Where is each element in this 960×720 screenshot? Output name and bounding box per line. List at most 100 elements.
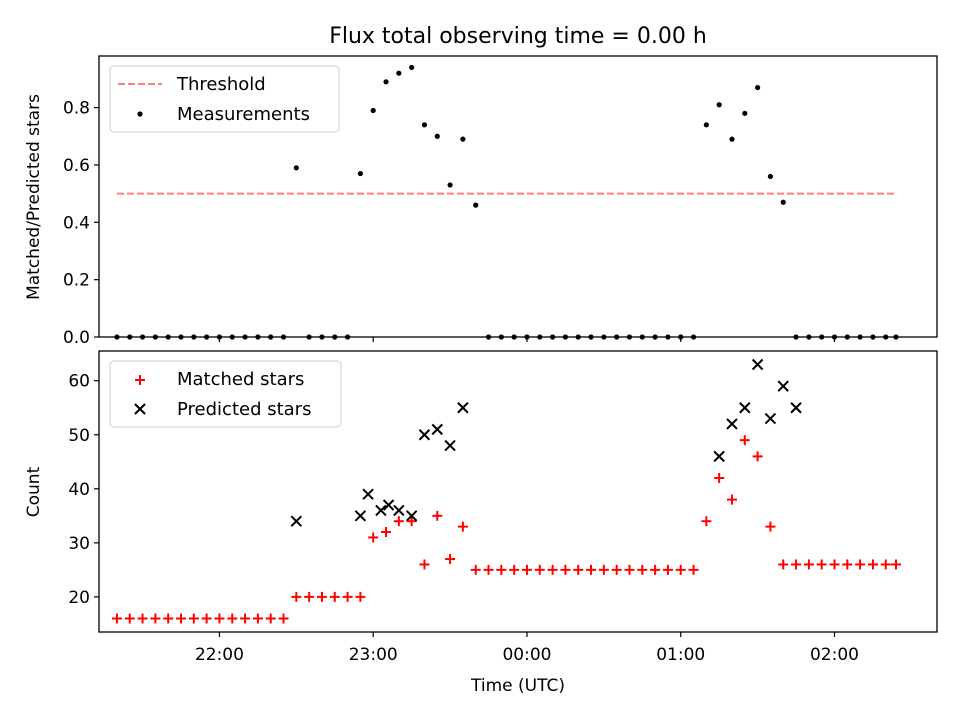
matched-star-point <box>457 521 468 532</box>
chart-title: Flux total observing time = 0.00 h <box>329 24 707 49</box>
top-y-axis-label: Matched/Predicted stars <box>24 94 44 300</box>
x-axis-label: Time (UTC) <box>470 676 565 696</box>
matched-star-point <box>124 613 135 624</box>
matched-star-point <box>188 613 199 624</box>
bottom-plot-area: 20 30 40 50 60 22:00 23:00 00:00 01:00 02:00 <box>68 358 901 665</box>
matched-star-point <box>714 472 725 483</box>
x-tick-label: 22:00 <box>195 645 244 665</box>
bottom-legend: Matched stars Predicted stars <box>109 360 342 428</box>
bottom-legend-box <box>109 360 342 428</box>
matched-star-point <box>470 564 481 575</box>
x-tick-label: 00:00 <box>502 645 551 665</box>
y-tick-label: 50 <box>68 426 90 446</box>
predicted-star-point <box>290 515 303 527</box>
matched-star-point <box>752 451 763 462</box>
predicted-star-point <box>354 510 367 522</box>
predicted-star-point <box>382 499 395 511</box>
predicted-star-point <box>726 418 738 430</box>
x-tick-label: 23:00 <box>349 645 398 665</box>
predicted-star-point <box>790 402 802 414</box>
matched-star-point <box>381 527 392 538</box>
measurement-point <box>716 102 722 108</box>
matched-star-point <box>890 559 901 570</box>
predicted-star-point <box>444 439 456 452</box>
bottom-plot-frame <box>98 350 938 633</box>
y-tick-label: 60 <box>68 372 90 392</box>
matched-star-point <box>111 613 122 624</box>
measurement-point <box>383 79 389 85</box>
matched-star-point <box>867 559 878 570</box>
measurement-point <box>396 70 402 76</box>
measurement-point <box>357 170 363 177</box>
matched-star-point <box>547 564 558 575</box>
matched-star-point <box>176 613 187 624</box>
measurement-point <box>780 199 786 205</box>
matched-star-point <box>880 559 891 570</box>
legend-measurements-swatch <box>137 111 143 117</box>
matched-star-point <box>829 559 840 570</box>
matched-star-point <box>534 564 545 575</box>
matched-star-point <box>483 564 494 575</box>
matched-star-point <box>432 510 443 521</box>
measurement-point <box>473 202 479 208</box>
matched-star-point <box>419 559 430 570</box>
matched-star-point <box>265 613 276 624</box>
matched-star-point <box>240 613 251 624</box>
matched-star-point <box>688 564 699 575</box>
matched-star-point <box>252 613 263 624</box>
predicted-star-point <box>405 510 418 522</box>
y-tick-label: 0.4 <box>63 213 90 233</box>
x-tick-label: 02:00 <box>810 645 859 665</box>
predicted-star-point <box>362 488 374 500</box>
matched-star-point <box>701 516 712 527</box>
predicted-star-point <box>393 504 405 517</box>
matched-star-point <box>637 564 648 575</box>
legend-measurements-label: Measurements <box>177 104 310 125</box>
matched-star-point <box>803 559 814 570</box>
matched-star-point <box>598 564 609 575</box>
matched-star-point <box>291 591 302 602</box>
top-legend: Threshold Measurements <box>109 65 340 133</box>
measurement-point <box>755 84 761 91</box>
predicted-star-point <box>457 402 469 414</box>
matched-star-point <box>521 564 532 575</box>
measurement-point <box>767 173 774 180</box>
measurement-point <box>447 182 453 188</box>
measurement-point <box>434 133 440 139</box>
measurement-point <box>729 136 735 142</box>
matched-star-point <box>227 613 238 624</box>
bottom-y-axis-label: Count <box>24 466 44 517</box>
measurement-point <box>293 165 299 171</box>
legend-matched-swatch <box>135 375 145 385</box>
matched-star-point <box>445 554 456 565</box>
top-plot-frame <box>98 55 938 338</box>
legend-predicted-swatch <box>134 403 146 415</box>
top-legend-box <box>109 65 340 133</box>
matched-star-point <box>509 564 520 575</box>
measurement-point <box>460 136 466 142</box>
measurement-point <box>409 64 415 71</box>
predicted-star-point <box>764 412 777 425</box>
matched-star-point <box>765 521 776 532</box>
matched-star-point <box>304 591 315 602</box>
matched-star-point <box>791 559 802 570</box>
measurement-point <box>742 110 748 116</box>
predicted-star-point <box>431 423 443 436</box>
predicted-star-point <box>751 358 764 371</box>
predicted-star-point <box>777 380 789 392</box>
measurement-point <box>421 122 428 128</box>
matched-star-point <box>586 564 597 575</box>
matched-star-point <box>163 613 174 624</box>
y-tick-label: 0.8 <box>63 99 90 119</box>
predicted-star-point <box>713 450 725 463</box>
matched-star-point <box>726 494 737 505</box>
matched-star-point <box>842 559 853 570</box>
matched-star-point <box>739 435 750 446</box>
x-tick-label: 01:00 <box>656 645 705 665</box>
predicted-star-point <box>418 429 431 441</box>
matched-star-point <box>624 564 635 575</box>
y-tick-label: 0.6 <box>63 156 90 176</box>
y-tick-label: 40 <box>68 480 90 500</box>
matched-star-point <box>393 516 404 527</box>
